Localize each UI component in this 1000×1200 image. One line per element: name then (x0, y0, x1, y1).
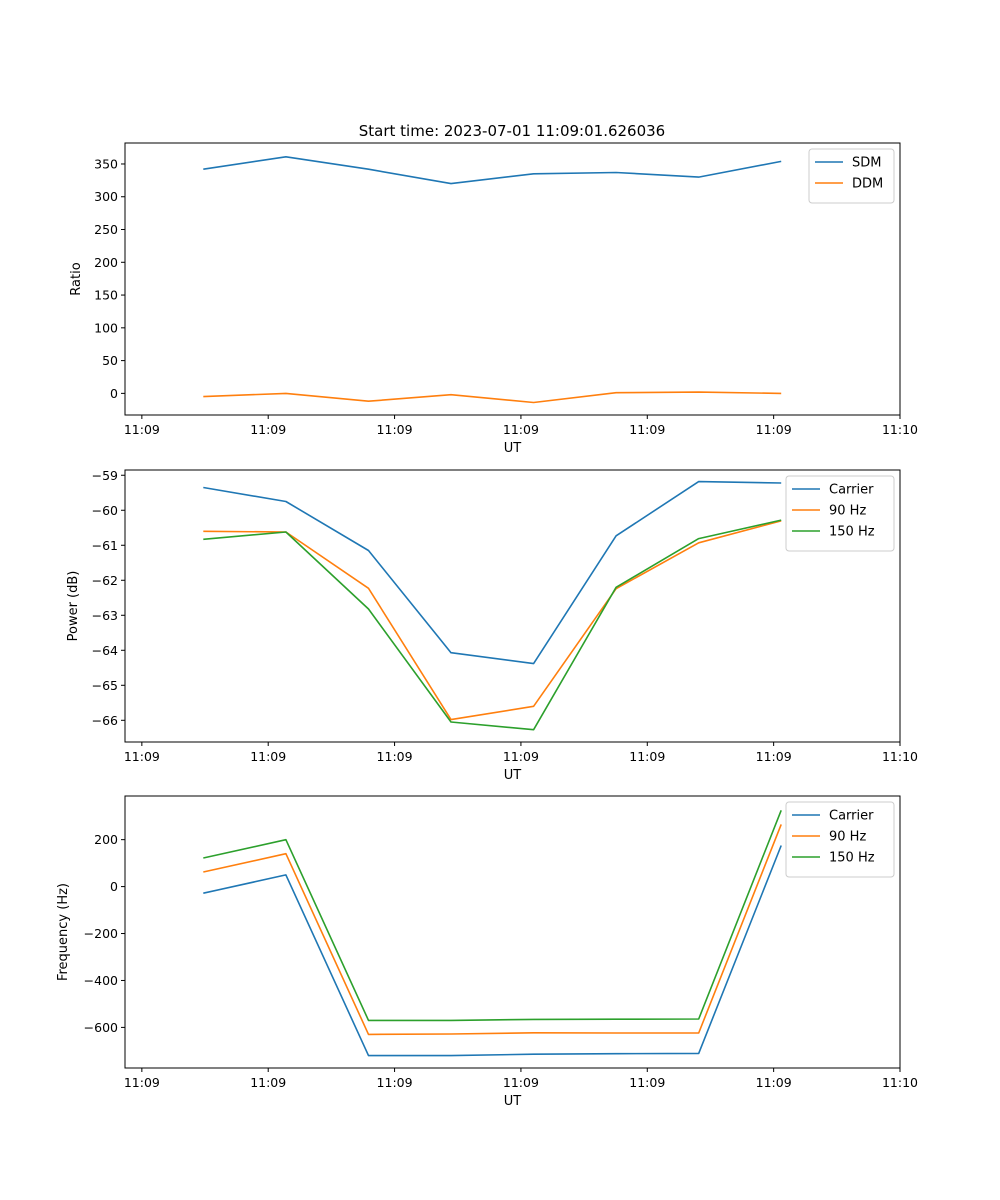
x-tick-label: 11:09 (377, 1075, 413, 1090)
series-line-90-hz (203, 824, 782, 1036)
x-axis-label: UT (504, 441, 522, 456)
y-tick-label: −64 (92, 643, 118, 658)
y-tick-label: 0 (110, 386, 118, 401)
y-tick-label: −60 (92, 503, 118, 518)
legend: Carrier 90 Hz 150 Hz (785, 801, 895, 878)
y-tick-label: −200 (84, 926, 118, 941)
series-line-150-hz (203, 810, 782, 1022)
x-tick-label: 11:09 (503, 422, 539, 437)
y-tick-label: −59 (92, 468, 118, 483)
series-line-150-hz (203, 519, 782, 731)
axes-frame (124, 795, 901, 1069)
axes-frame (124, 469, 901, 743)
y-tick-label: 250 (94, 222, 118, 237)
y-tick-label: −400 (84, 973, 118, 988)
x-tick-label: 11:09 (124, 1075, 160, 1090)
x-tick-label: 11:09 (756, 422, 792, 437)
y-tick-label: 200 (94, 255, 118, 270)
chart-panel-1: 11:09 11:09 11:09 11:09 11:09 11:09 11:10 0 50 10… (69, 142, 918, 456)
legend-label: DDM (852, 177, 883, 192)
x-tick-label: 11:10 (882, 1075, 918, 1090)
x-axis-label: UT (504, 768, 522, 783)
legend-label: Carrier (829, 483, 874, 498)
legend-label: SDM (852, 156, 881, 171)
x-tick-label: 11:09 (250, 422, 286, 437)
series-line-carrier (203, 480, 782, 665)
y-tick-label: −65 (92, 678, 118, 693)
x-tick-label: 11:09 (377, 422, 413, 437)
axes-frame (124, 142, 901, 416)
legend-box (785, 801, 895, 878)
y-tick-label: −62 (92, 573, 118, 588)
y-tick-label: −63 (92, 608, 118, 623)
x-tick-label: 11:09 (503, 749, 539, 764)
legend: SDM DDM (808, 148, 895, 204)
y-tick-label: 50 (102, 353, 118, 368)
legend-label: 90 Hz (829, 504, 866, 519)
chart-title: Start time: 2023-07-01 11:09:01.626036 (359, 122, 665, 140)
y-tick-label: −600 (84, 1020, 118, 1035)
x-tick-label: 11:09 (124, 749, 160, 764)
y-tick-label: 350 (94, 156, 118, 171)
x-tick-label: 11:09 (250, 749, 286, 764)
series-line-carrier (203, 845, 782, 1057)
x-tick-label: 11:09 (756, 1075, 792, 1090)
legend-label: 150 Hz (829, 851, 875, 866)
chart-panel-2: 11:09 11:09 11:09 11:09 11:09 11:09 11:10 −66 −6… (66, 468, 918, 783)
y-tick-label: 100 (94, 320, 118, 335)
y-tick-label: 150 (94, 288, 118, 303)
x-tick-label: 11:09 (629, 422, 665, 437)
y-tick-label: 0 (110, 879, 118, 894)
x-tick-label: 11:09 (629, 1075, 665, 1090)
y-tick-label: −61 (92, 538, 118, 553)
x-tick-label: 11:09 (377, 749, 413, 764)
legend-box (785, 475, 895, 552)
y-tick-label: 300 (94, 189, 118, 204)
legend-label: Carrier (829, 809, 874, 824)
series-line-90-hz (203, 520, 782, 721)
legend-label: 150 Hz (829, 525, 875, 540)
chart-panels: 11:09 11:09 11:09 11:09 11:09 11:09 11:10 0 50 10… (56, 142, 918, 1109)
x-tick-label: 11:09 (503, 1075, 539, 1090)
x-tick-label: 11:09 (124, 422, 160, 437)
x-tick-label: 11:10 (882, 749, 918, 764)
series-line-ddm (203, 391, 782, 404)
y-tick-label: 200 (94, 832, 118, 847)
x-tick-label: 11:09 (756, 749, 792, 764)
y-axis-label: Frequency (Hz) (56, 883, 71, 981)
y-axis-label: Ratio (69, 262, 84, 295)
legend: Carrier 90 Hz 150 Hz (785, 475, 895, 552)
chart-panel-3: 11:09 11:09 11:09 11:09 11:09 11:09 11:10 −600 −… (56, 795, 918, 1109)
x-tick-label: 11:09 (250, 1075, 286, 1090)
x-tick-label: 11:09 (629, 749, 665, 764)
y-tick-label: −66 (92, 713, 118, 728)
x-tick-label: 11:10 (882, 422, 918, 437)
x-axis-label: UT (504, 1094, 522, 1109)
legend-label: 90 Hz (829, 830, 866, 845)
y-axis-label: Power (dB) (66, 571, 81, 642)
series-line-sdm (203, 156, 782, 185)
